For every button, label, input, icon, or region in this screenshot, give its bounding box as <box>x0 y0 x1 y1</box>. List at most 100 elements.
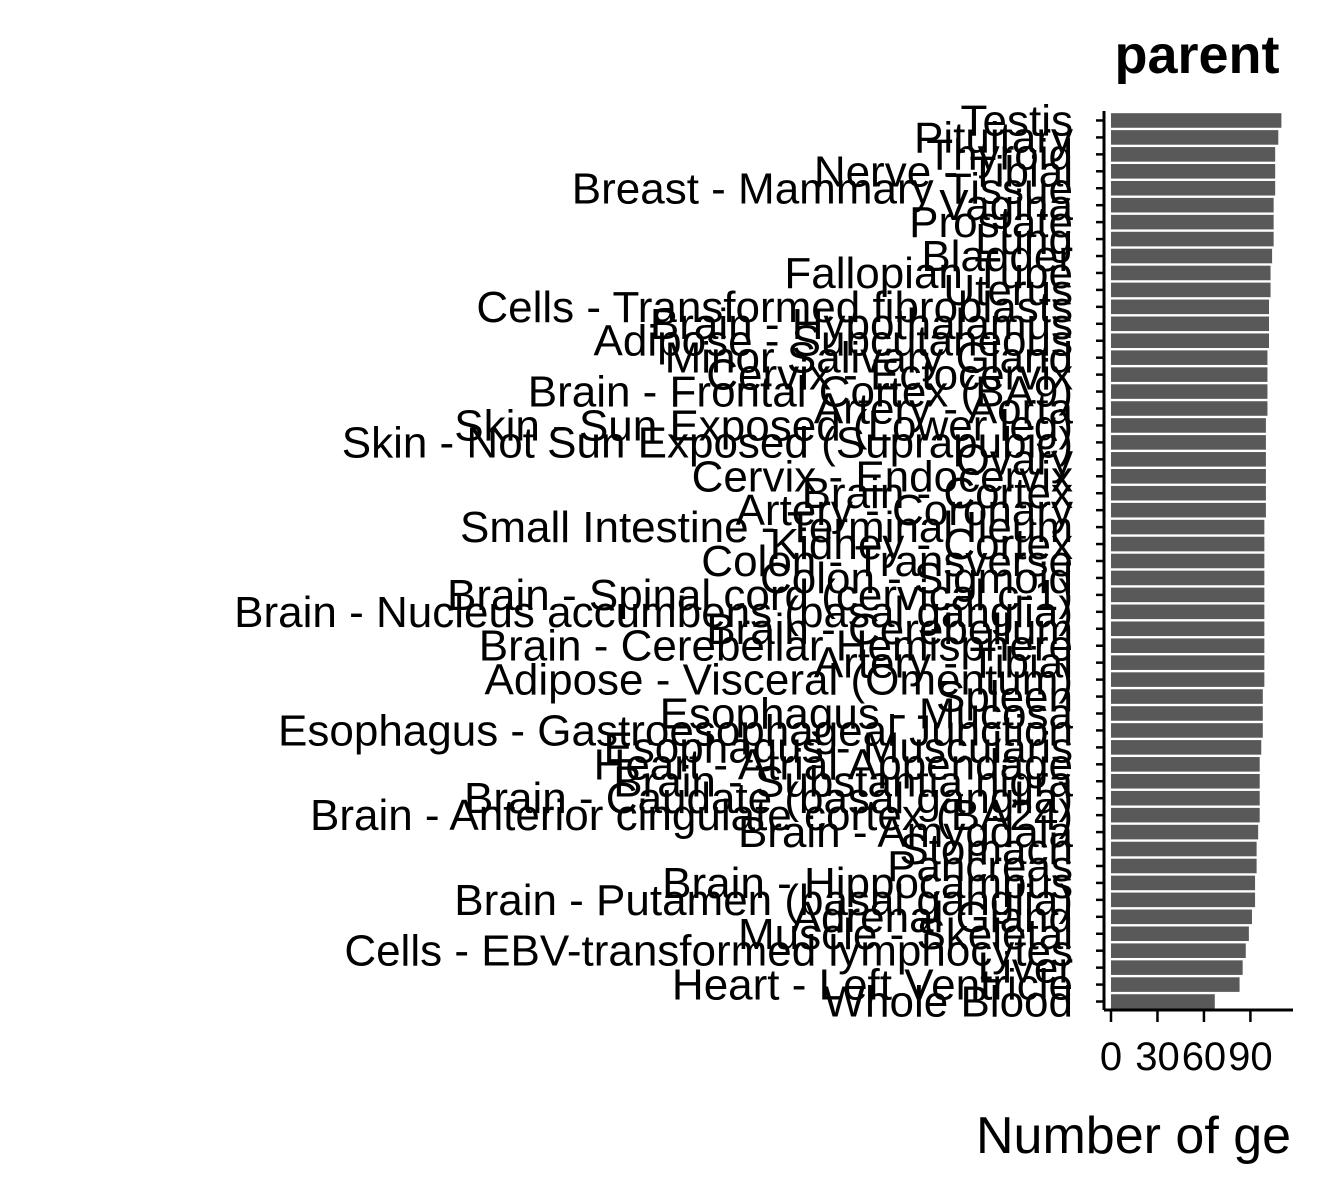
bar <box>1111 604 1265 620</box>
x-tick-label: 0 <box>1100 1035 1122 1079</box>
bar <box>1111 773 1260 789</box>
y-tick-label: Brain - Hypothalamus <box>650 300 1073 349</box>
bar <box>1111 824 1259 840</box>
bar <box>1111 282 1271 298</box>
x-axis-title: Number of ge <box>976 1107 1291 1165</box>
y-tick-label: Brain - Cerebellar Hemisphere <box>479 622 1073 671</box>
y-tick-label: Ovary <box>956 435 1073 484</box>
y-tick-label: Vagina <box>939 181 1073 230</box>
y-tick-label: Fallopian Tube <box>784 249 1073 298</box>
bar <box>1111 757 1260 772</box>
bar <box>1111 553 1265 569</box>
y-tick-label: Colon - Transverse <box>701 537 1073 586</box>
y-tick-label: Artery - Aorta <box>814 385 1074 434</box>
y-tick-label: Cells - EBV-transformed lymphocytes <box>344 927 1073 976</box>
bar <box>1111 909 1252 925</box>
bar <box>1111 367 1268 382</box>
y-tick-label: Brain - Anterior cingulate cortex (BA24) <box>310 791 1073 840</box>
y-tick-label: Nerve - Tibial <box>814 147 1073 196</box>
bar <box>1111 333 1269 349</box>
y-tick-label: Muscle - Skeletal <box>738 910 1073 959</box>
y-tick-label: Esophagus - Muscularis <box>603 723 1073 772</box>
bar <box>1111 401 1268 416</box>
bar <box>1111 807 1260 823</box>
y-tick-label: Breast - Mammary Tissue <box>572 164 1073 213</box>
x-tick-label: 60 <box>1182 1035 1227 1079</box>
y-tick-label: Stomach <box>899 825 1073 874</box>
bar <box>1111 418 1266 433</box>
y-tick-label: Adrenal Gland <box>792 893 1073 942</box>
bar <box>1111 164 1276 179</box>
y-tick-label: Brain - Hippocampus <box>662 859 1073 908</box>
y-tick-label: Artery - Tibial <box>814 639 1073 688</box>
y-tick-label: Skin - Not Sun Exposed (Suprapubic) <box>342 418 1073 467</box>
y-tick-label: Heart - Left Ventricle <box>672 961 1073 1010</box>
bar <box>1111 723 1263 738</box>
y-tick-label: Brain - Cortex <box>802 469 1073 518</box>
y-tick-label: Cervix - Endocervix <box>692 452 1073 501</box>
bar <box>1111 469 1266 484</box>
bar <box>1111 265 1271 281</box>
y-tick-label: Esophagus - Mucosa <box>660 689 1074 738</box>
bar <box>1111 214 1274 230</box>
bar <box>1111 536 1265 552</box>
bar <box>1111 926 1249 942</box>
y-tick-label: Brain - Frontal Cortex (BA9) <box>528 368 1073 417</box>
bar <box>1111 299 1269 315</box>
y-tick-label: Skin - Sun Exposed (Lower leg) <box>454 401 1073 450</box>
bar <box>1111 621 1265 637</box>
bar <box>1111 977 1240 992</box>
y-tick-label: Esophagus - Gastroesophageal Junction <box>278 706 1073 755</box>
bar <box>1111 960 1243 975</box>
bar <box>1111 655 1265 670</box>
y-tick-label: Testis <box>961 96 1073 145</box>
y-tick-label: Brain - Spinal cord (cervical c-1) <box>447 571 1073 620</box>
y-tick-label: Adipose - Subcutaneous <box>594 317 1073 366</box>
bar <box>1111 519 1265 535</box>
y-tick-label: Spleen <box>936 673 1073 722</box>
x-tick-label: 30 <box>1135 1035 1180 1079</box>
y-tick-label: Minor Salivary Gland <box>665 334 1073 383</box>
y-tick-label: Artery - Coronary <box>736 486 1073 535</box>
bar <box>1111 130 1279 145</box>
bar <box>1111 790 1260 806</box>
bar <box>1111 384 1268 399</box>
y-tick-label: Whole Blood <box>824 978 1073 1027</box>
bar <box>1111 858 1257 874</box>
x-ticks <box>1109 1010 1252 1022</box>
bar <box>1111 994 1215 1009</box>
y-tick-label: Brain - Nucleus accumbens (basal ganglia… <box>234 588 1073 637</box>
bar <box>1111 452 1266 467</box>
bars <box>1111 113 1282 1009</box>
bar <box>1111 197 1274 213</box>
bar <box>1111 485 1266 501</box>
x-tick-labels: 0 30 60 90 <box>1100 1035 1273 1079</box>
y-tick-label: Liver <box>978 944 1073 993</box>
y-tick-label: Small Intestine - Terminal Ileum <box>460 503 1073 552</box>
bar <box>1111 672 1265 687</box>
bar <box>1111 587 1265 603</box>
x-tick-label: 90 <box>1228 1035 1273 1079</box>
bar <box>1111 113 1282 128</box>
bar <box>1111 706 1263 721</box>
bar <box>1111 316 1269 332</box>
y-tick-label: Thyroid <box>926 130 1073 179</box>
y-tick-label: Kidney - Cortex <box>770 520 1073 569</box>
bar <box>1111 180 1276 196</box>
y-tick-label: Heart - Atrial Appendage <box>594 740 1073 789</box>
y-tick-label: Bladder <box>921 232 1073 281</box>
y-tick-label: Lung <box>975 215 1073 264</box>
bar <box>1111 689 1263 704</box>
y-tick-label: Prostate <box>909 198 1073 247</box>
bar <box>1111 147 1276 162</box>
bar <box>1111 435 1266 450</box>
bar <box>1111 502 1266 518</box>
bar <box>1111 638 1265 653</box>
y-tick-label: Brain - Amygdala <box>738 808 1074 857</box>
y-tick-label: Brain - Caudate (basal ganglia) <box>464 774 1073 823</box>
bar <box>1111 875 1256 891</box>
y-tick-label: Cervix - Ectocervix <box>706 351 1073 400</box>
bar <box>1111 943 1246 958</box>
